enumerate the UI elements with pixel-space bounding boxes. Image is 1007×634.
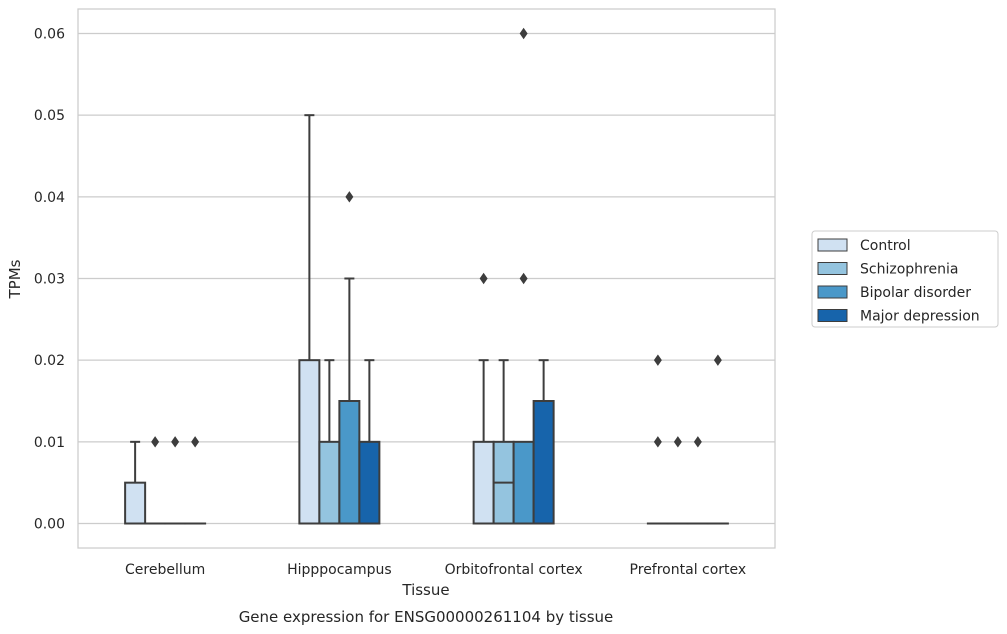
box-marks (124, 27, 729, 525)
box-group (706, 354, 729, 525)
box-group (338, 191, 361, 525)
legend-label: Major depression (860, 309, 980, 325)
legend-label: Schizophrenia (860, 262, 958, 278)
outlier-point (479, 272, 488, 285)
x-axis-title: Tissue (401, 581, 449, 599)
y-tick-label: 0.06 (34, 27, 65, 43)
box (472, 440, 495, 525)
outlier-point (653, 436, 662, 448)
legend-items: Control Schizophrenia Bipolar disorder Majo… (817, 238, 980, 325)
box-group (298, 114, 321, 525)
box (532, 400, 555, 525)
box-group (164, 436, 187, 525)
box-group (358, 359, 381, 525)
x-tick-label: Orbitofrontal cortex (445, 562, 583, 578)
x-tick-label: Hipppocampus (287, 562, 392, 578)
outlier-point (713, 354, 722, 366)
outlier-point (191, 436, 200, 448)
legend-frame (811, 230, 999, 328)
box-group (318, 359, 341, 525)
outlier-point (673, 436, 682, 448)
chart-caption: Gene expression for ENSG00000261104 by t… (239, 608, 614, 626)
y-axis-title: TPMs (6, 259, 24, 299)
box-group (124, 440, 147, 525)
box (358, 440, 381, 525)
box (318, 440, 341, 525)
plot-area-frame (77, 8, 776, 549)
outlier-point (151, 436, 160, 448)
x-tick-label: Cerebellum (125, 562, 205, 578)
outlier-point (653, 354, 662, 366)
legend-label: Control (860, 238, 911, 254)
box-group (144, 436, 167, 525)
grid-lines (78, 32, 775, 525)
outlier-point (171, 436, 180, 448)
y-tick-label: 0.04 (34, 190, 65, 206)
box-group (512, 27, 535, 525)
box-group (686, 436, 709, 525)
y-tick-label: 0.03 (34, 272, 65, 288)
legend-swatch (817, 262, 848, 275)
legend-swatch (817, 309, 848, 322)
box (298, 359, 321, 525)
y-tick-label: 0.01 (34, 435, 65, 451)
outlier-point (345, 191, 354, 203)
box-group (472, 272, 495, 525)
y-tick-label: 0.02 (34, 353, 65, 369)
box (338, 400, 361, 525)
box-group (646, 354, 669, 525)
box-group (666, 436, 689, 525)
outlier-point (519, 272, 528, 285)
legend-swatch (817, 285, 848, 299)
box-group (184, 436, 207, 525)
box (124, 481, 147, 525)
box-group (532, 359, 555, 525)
y-tick-label: 0.00 (34, 517, 65, 533)
y-tick-labels: 0.00 0.01 0.02 0.03 0.04 0.05 0.06 (34, 27, 65, 533)
box (512, 440, 535, 525)
legend: Control Schizophrenia Bipolar disorder Majo… (811, 230, 999, 328)
outlier-point (693, 436, 702, 448)
legend-label: Bipolar disorder (860, 285, 971, 301)
legend-swatch (817, 238, 848, 252)
y-tick-label: 0.05 (34, 108, 65, 124)
x-tick-labels: Cerebellum Hipppocampus Orbitofrontal cort… (125, 562, 746, 578)
outlier-point (519, 27, 528, 40)
x-tick-label: Prefrontal cortex (630, 562, 747, 578)
box-group (492, 359, 515, 525)
